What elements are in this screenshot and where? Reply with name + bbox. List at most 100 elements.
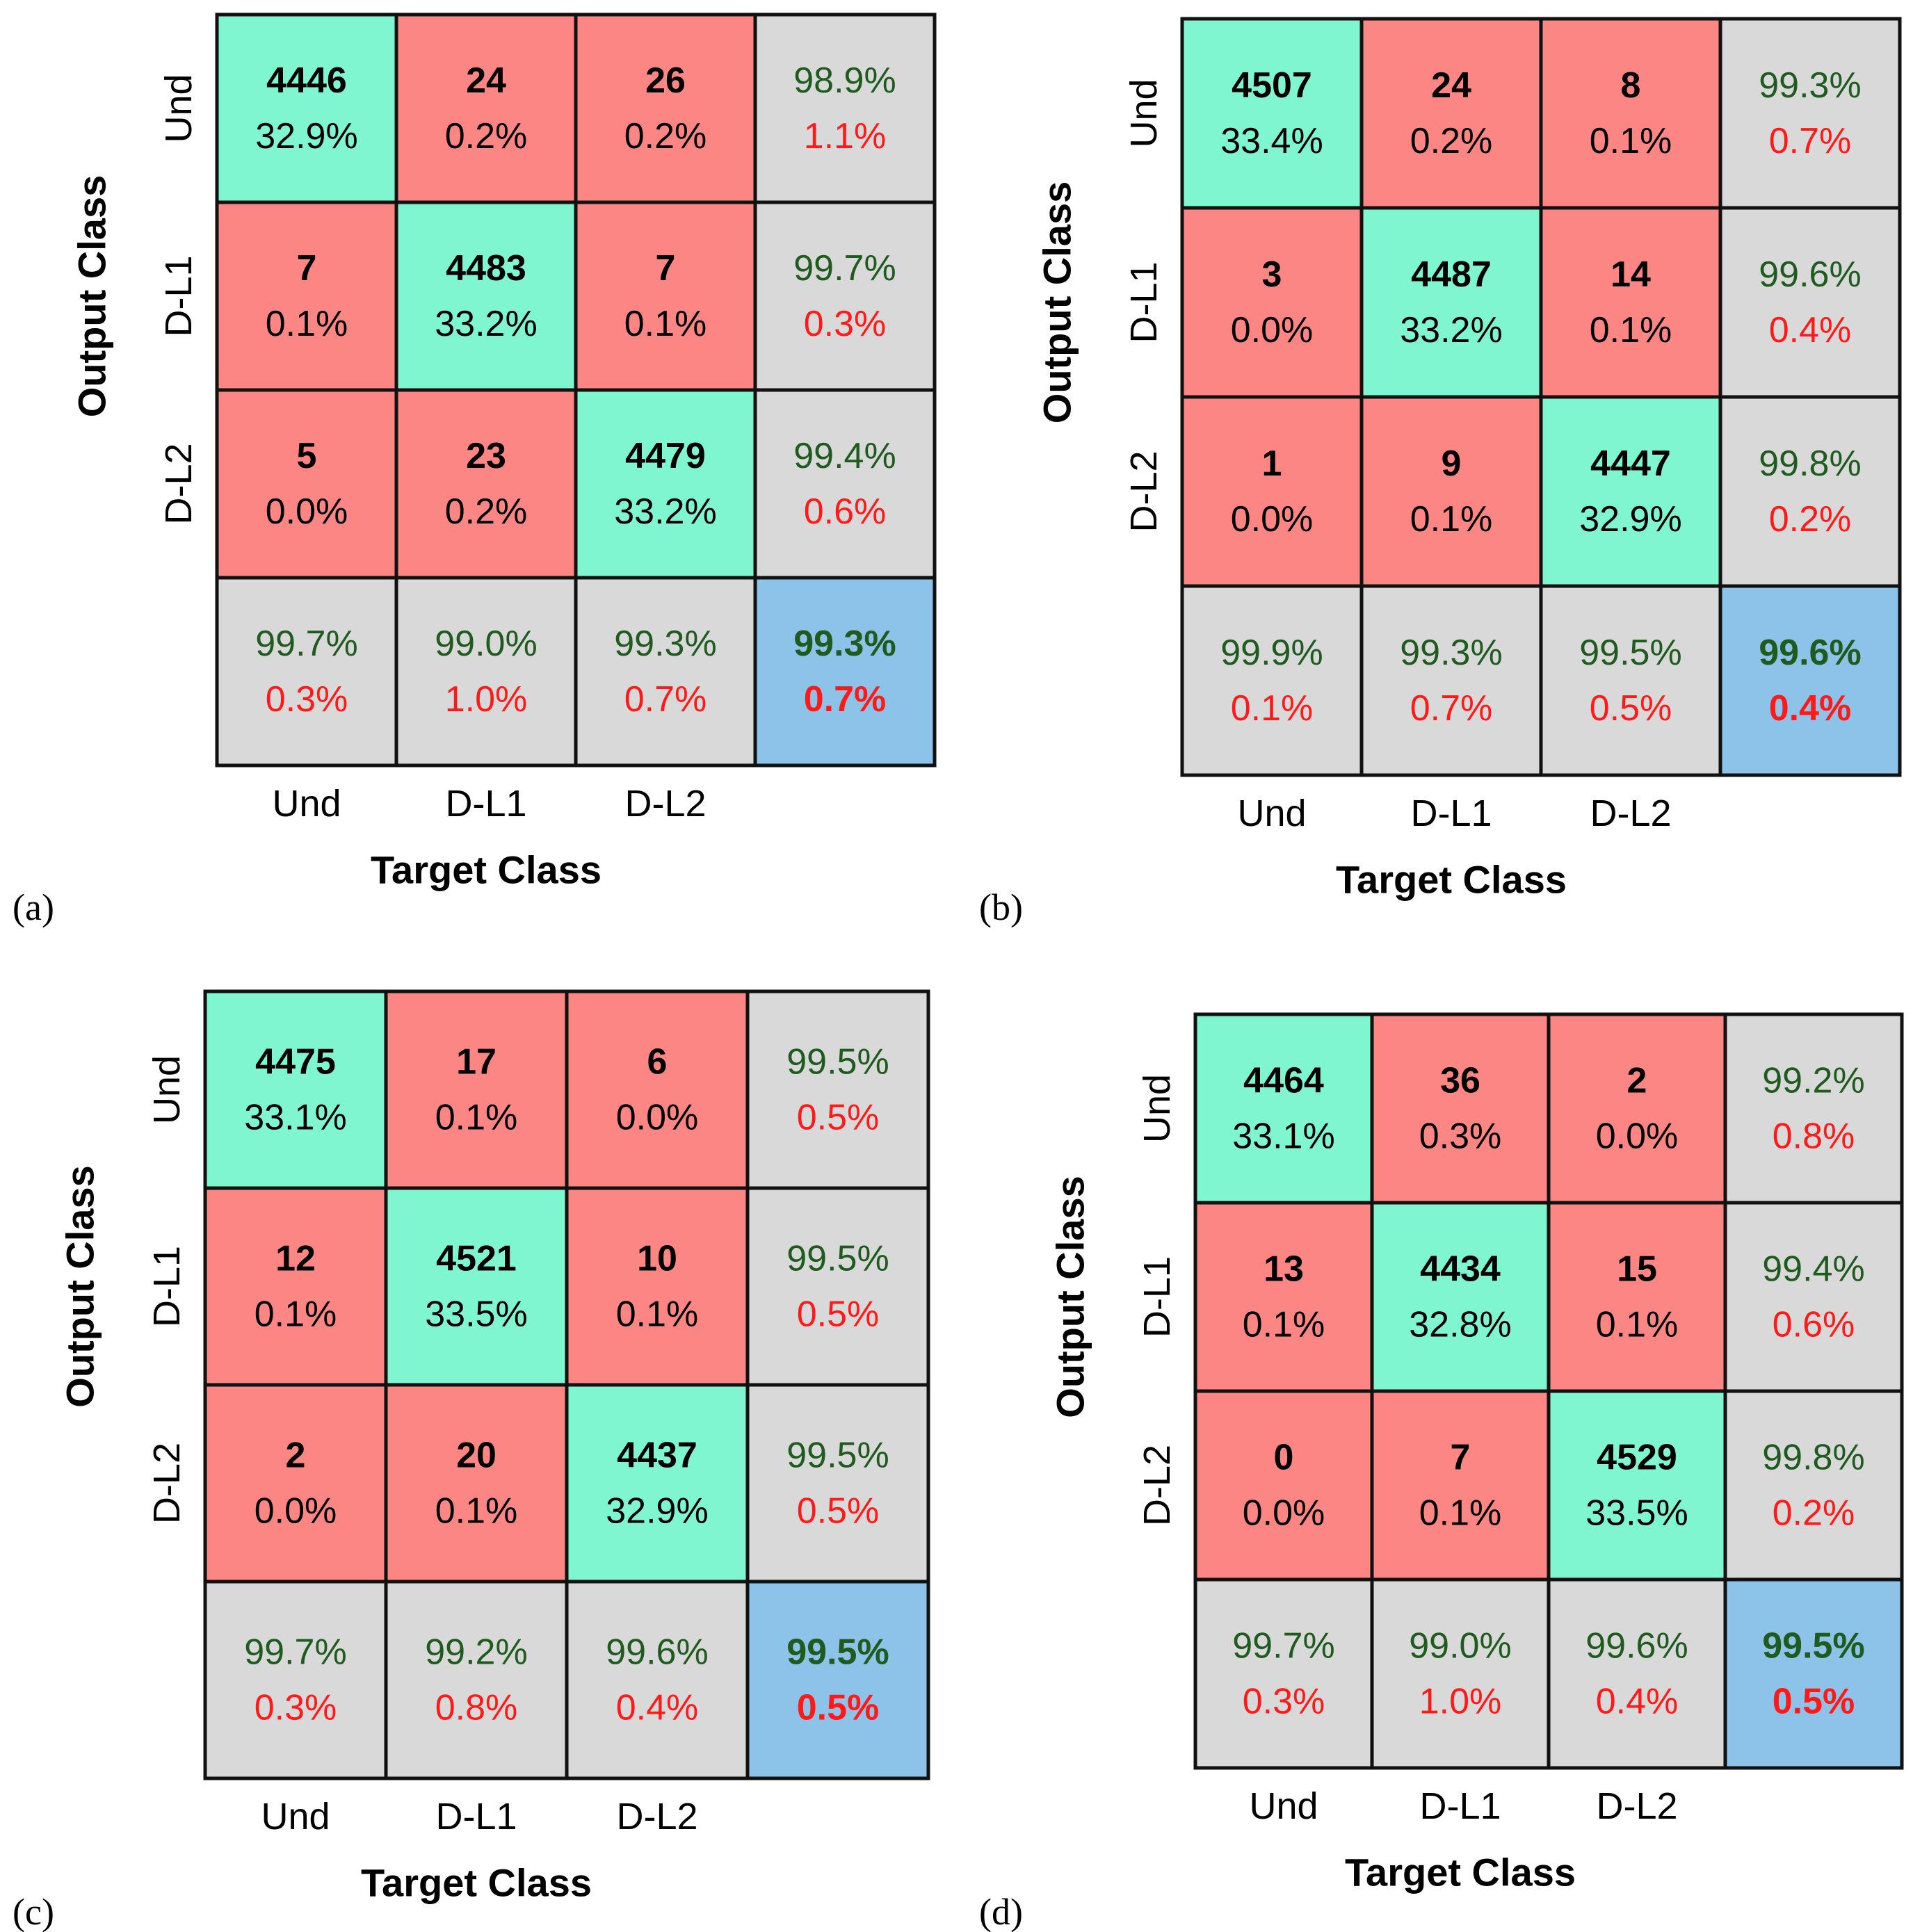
- cell-value-label: 99.6%: [1759, 633, 1861, 673]
- cell-value-label: 4507: [1232, 65, 1312, 106]
- cell-percent-label: 0.5%: [797, 1098, 880, 1138]
- cell-percent-label: 0.2%: [1773, 1493, 1855, 1534]
- x-axis-title: Target Class: [371, 848, 602, 892]
- subfigure-label: (d): [979, 1891, 1023, 1932]
- misclassified-count-cell: [384, 1383, 569, 1584]
- cell-percent-label: 0.3%: [804, 304, 887, 344]
- cell-percent-label: 32.9%: [606, 1491, 708, 1532]
- row-summary-cell: [745, 989, 930, 1190]
- target-class-tick-label: D-L2: [624, 783, 706, 825]
- cell-value-label: 99.5%: [1762, 1626, 1864, 1666]
- cell-percent-label: 0.5%: [797, 1294, 880, 1335]
- cell-value-label: 99.2%: [1762, 1061, 1864, 1101]
- cell-value-label: 7: [297, 248, 317, 289]
- cell-percent-label: 33.2%: [435, 304, 537, 344]
- output-class-tick-label: D-L1: [1123, 261, 1165, 343]
- misclassified-count-cell: [565, 1186, 750, 1387]
- correct-count-cell: [1193, 1012, 1374, 1205]
- target-class-tick-label: D-L1: [445, 783, 526, 825]
- cell-value-label: 9: [1442, 444, 1462, 484]
- cell-percent-label: 0.4%: [1769, 688, 1852, 729]
- cell-value-label: 99.5%: [786, 1239, 889, 1279]
- cell-value-label: 99.3%: [614, 624, 716, 664]
- cell-value-label: 99.4%: [793, 436, 896, 476]
- misclassified-count-cell: [1547, 1012, 1727, 1205]
- cell-percent-label: 0.0%: [1231, 310, 1314, 350]
- cell-percent-label: 0.1%: [1590, 310, 1672, 350]
- misclassified-count-cell: [384, 989, 569, 1190]
- column-summary-cell: [1193, 1577, 1374, 1770]
- cell-value-label: 5: [297, 436, 317, 476]
- cell-value-label: 3: [1262, 254, 1282, 295]
- confusion-matrix-panel: 4446 32.9% 24 0.2% 26 0.2% 98.9% 1.1% 7 0.1% 4483 3…: [13, 13, 937, 928]
- column-summary-cell: [394, 576, 578, 768]
- x-axis-title: Target Class: [1336, 858, 1567, 902]
- target-class-tick-label: D-L1: [1410, 793, 1492, 834]
- misclassified-count-cell: [394, 13, 578, 204]
- cell-value-label: 4447: [1590, 444, 1671, 484]
- correct-count-cell: [1370, 1201, 1551, 1393]
- cell-value-label: 4521: [436, 1239, 517, 1279]
- cell-value-label: 99.2%: [425, 1632, 527, 1673]
- y-axis-title: Output Class: [70, 175, 114, 417]
- output-class-tick-label: D-L1: [158, 255, 200, 336]
- confusion-matrix-panel: 4475 33.1% 17 0.1% 6 0.0% 99.5% 0.5% 12 0.1% 4521 3…: [13, 989, 930, 1932]
- cell-percent-label: 0.5%: [797, 1491, 880, 1532]
- misclassified-count-cell: [1180, 395, 1364, 588]
- correct-count-cell: [574, 388, 757, 580]
- cell-value-label: 99.4%: [1762, 1249, 1864, 1290]
- row-summary-cell: [1723, 1201, 1904, 1393]
- cell-percent-label: 0.3%: [266, 679, 348, 720]
- subfigure-label: (c): [13, 1891, 54, 1932]
- cell-value-label: 8: [1621, 65, 1641, 106]
- misclassified-count-cell: [1370, 1012, 1551, 1205]
- cell-value-label: 99.8%: [1762, 1438, 1864, 1478]
- correct-count-cell: [203, 989, 388, 1190]
- output-class-tick-label: D-L2: [146, 1443, 188, 1524]
- cell-value-label: 26: [645, 60, 686, 101]
- cell-value-label: 7: [1451, 1438, 1471, 1478]
- output-class-tick-label: Und: [158, 74, 200, 143]
- cell-value-label: 0: [1274, 1438, 1294, 1478]
- cell-value-label: 99.5%: [1579, 633, 1681, 673]
- misclassified-count-cell: [215, 388, 398, 580]
- cell-percent-label: 0.2%: [1769, 499, 1852, 539]
- cell-percent-label: 0.4%: [1769, 310, 1852, 350]
- overall-accuracy-cell: [1718, 584, 1902, 777]
- cell-value-label: 4475: [255, 1042, 336, 1082]
- cell-value-label: 4483: [446, 248, 526, 289]
- cell-value-label: 12: [275, 1239, 316, 1279]
- cell-value-label: 99.6%: [1585, 1626, 1688, 1666]
- cell-value-label: 4464: [1243, 1061, 1324, 1101]
- cell-percent-label: 32.9%: [255, 116, 357, 156]
- cell-percent-label: 0.1%: [266, 304, 348, 344]
- cell-value-label: 4434: [1420, 1249, 1501, 1290]
- misclassified-count-cell: [1180, 206, 1364, 399]
- output-class-tick-label: Und: [1123, 79, 1165, 147]
- cell-percent-label: 0.0%: [1596, 1117, 1679, 1157]
- y-axis-title: Output Class: [1035, 181, 1079, 423]
- row-summary-cell: [1723, 1389, 1904, 1582]
- column-summary-cell: [1547, 1577, 1727, 1770]
- cell-value-label: 99.6%: [1759, 254, 1861, 295]
- target-class-tick-label: D-L2: [1590, 793, 1671, 834]
- column-summary-cell: [574, 576, 757, 768]
- row-summary-cell: [753, 388, 937, 580]
- cell-value-label: 17: [456, 1042, 497, 1082]
- cell-value-label: 4437: [617, 1436, 697, 1476]
- cell-value-label: 14: [1611, 254, 1651, 295]
- row-summary-cell: [1718, 206, 1902, 399]
- column-summary-cell: [1539, 584, 1722, 777]
- cell-percent-label: 1.1%: [804, 116, 887, 156]
- column-summary-cell: [384, 1580, 569, 1780]
- cell-percent-label: 33.4%: [1220, 121, 1323, 161]
- correct-count-cell: [1180, 17, 1364, 210]
- cell-percent-label: 33.2%: [1400, 310, 1502, 350]
- misclassified-count-cell: [1547, 1201, 1727, 1393]
- y-axis-title: Output Class: [58, 1165, 102, 1407]
- cell-value-label: 6: [647, 1042, 668, 1082]
- cell-percent-label: 0.4%: [616, 1688, 699, 1728]
- row-summary-cell: [745, 1383, 930, 1584]
- cell-percent-label: 0.6%: [804, 492, 887, 532]
